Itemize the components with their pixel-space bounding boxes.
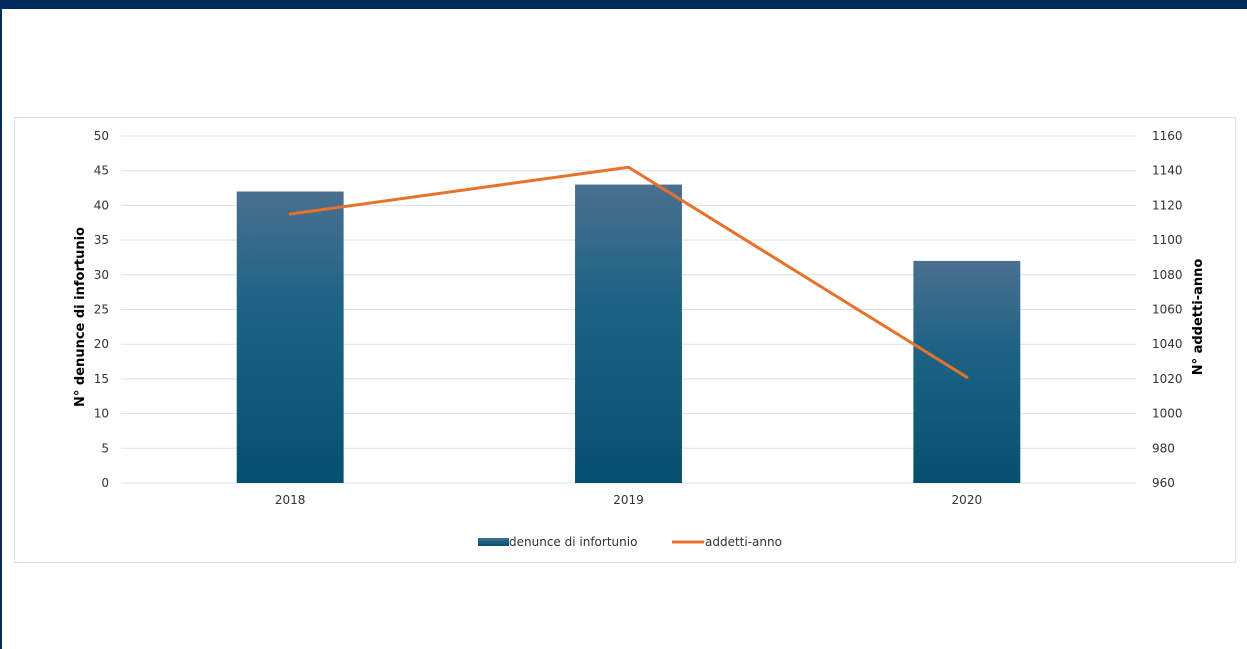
- y2-tick-label: 1160: [1152, 129, 1183, 143]
- y2-tick-label: 980: [1152, 441, 1175, 455]
- bar-2019: [575, 184, 682, 483]
- y2-tick-label: 1120: [1152, 198, 1183, 212]
- combo-chart: 0 5 10 15 20 25 30 35 40 45 50 960 980 1000 1020 1040 1…: [14, 117, 1236, 563]
- bar-2018: [236, 191, 344, 483]
- legend-item-bar: denunce di infortunio: [478, 535, 637, 549]
- y-tick-label: 50: [94, 129, 109, 143]
- line-point-2020: [965, 375, 969, 379]
- legend-item-line: addetti-anno: [672, 535, 782, 549]
- y-tick-label: 20: [94, 337, 109, 351]
- x-tick-label: 2020: [952, 493, 983, 507]
- left-axis-ticks: 0 5 10 15 20 25 30 35 40 45 50: [94, 129, 109, 490]
- right-axis-ticks: 960 980 1000 1020 1040 1060 1080 1100 1120 1140 11…: [1152, 129, 1183, 490]
- left-frame-border: [0, 0, 2, 649]
- line-point-2019: [627, 165, 630, 169]
- y2-tick-label: 1080: [1152, 268, 1183, 282]
- y-tick-label: 15: [94, 372, 109, 386]
- y-tick-label: 5: [101, 441, 109, 455]
- y-tick-label: 45: [94, 164, 109, 178]
- left-axis-title: N° denunce di infortunio: [73, 227, 88, 407]
- y2-tick-label: 1000: [1152, 407, 1183, 421]
- right-axis-title: N° addetti-anno: [1191, 259, 1206, 376]
- y2-tick-label: 1040: [1152, 337, 1183, 351]
- y2-tick-label: 1060: [1152, 303, 1183, 317]
- line-point-2018: [288, 212, 292, 216]
- legend-bar-label: denunce di infortunio: [509, 535, 637, 549]
- y2-tick-label: 960: [1152, 476, 1175, 490]
- bar-2020: [913, 260, 1021, 483]
- line-series: [288, 165, 969, 379]
- x-axis-ticks: 2018 2019 2020: [275, 493, 982, 507]
- y2-tick-label: 1100: [1152, 233, 1183, 247]
- y-tick-label: 0: [101, 476, 109, 490]
- top-header-bar: [0, 0, 1247, 9]
- y-tick-label: 10: [94, 407, 109, 421]
- y-tick-label: 25: [94, 303, 109, 317]
- x-tick-label: 2018: [275, 493, 306, 507]
- legend-line-label: addetti-anno: [705, 535, 782, 549]
- y-tick-label: 30: [94, 268, 109, 282]
- y2-tick-label: 1020: [1152, 372, 1183, 386]
- legend: denunce di infortunio addetti-anno: [478, 535, 782, 549]
- x-tick-label: 2019: [613, 493, 644, 507]
- y-tick-label: 35: [94, 233, 109, 247]
- y2-tick-label: 1140: [1152, 164, 1183, 178]
- bar-series: [236, 184, 1021, 483]
- y-tick-label: 40: [94, 198, 109, 212]
- legend-bar-swatch: [478, 538, 509, 546]
- chart-container: 0 5 10 15 20 25 30 35 40 45 50 960 980 1000 1020 1040 1…: [14, 117, 1236, 563]
